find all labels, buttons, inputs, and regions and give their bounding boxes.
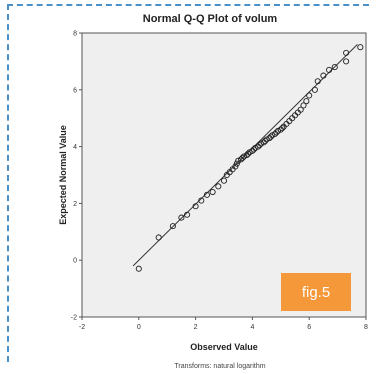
- data-point: [357, 44, 364, 51]
- data-point: [300, 102, 307, 109]
- data-point: [326, 66, 333, 73]
- data-point: [246, 149, 253, 156]
- data-point: [209, 188, 216, 196]
- y-tick-label: 0: [73, 258, 77, 265]
- data-point: [263, 136, 270, 143]
- data-point: [279, 125, 286, 132]
- data-point: [220, 177, 228, 184]
- data-point: [257, 140, 264, 147]
- x-tick-label: 8: [364, 324, 368, 331]
- y-axis-title: Expected Normal Value: [58, 125, 68, 225]
- y-tick-label: 8: [73, 31, 77, 38]
- data-point: [274, 127, 282, 135]
- chart-title: Normal Q-Q Plot of volum: [143, 13, 278, 25]
- x-tick-label: 2: [194, 324, 198, 331]
- data-point: [240, 153, 247, 160]
- x-tick-label: 6: [307, 324, 311, 331]
- figure-label-badge: fig.5: [281, 273, 351, 311]
- data-point: [262, 137, 269, 144]
- x-tick-label: -2: [79, 324, 85, 331]
- data-points: [135, 44, 364, 272]
- x-tick-label: 0: [137, 324, 141, 331]
- data-point: [269, 132, 276, 139]
- data-point: [232, 163, 239, 170]
- y-axis: -2 0 2 4 6 8: [71, 31, 82, 322]
- x-axis-title: Observed Value: [190, 342, 258, 352]
- y-tick-label: 2: [73, 201, 77, 208]
- y-tick-label: 4: [73, 144, 77, 151]
- figure-frame: [7, 4, 369, 362]
- data-point: [311, 86, 318, 93]
- data-point: [239, 154, 246, 162]
- x-tick-label: 4: [250, 324, 254, 331]
- data-point: [235, 157, 242, 164]
- data-point: [245, 150, 252, 157]
- footnote: Transforms: natural logarithm: [174, 363, 265, 370]
- data-point: [178, 214, 185, 221]
- data-point: [250, 146, 257, 153]
- data-point: [303, 98, 310, 105]
- data-point: [233, 160, 240, 167]
- y-tick-label: -2: [71, 315, 77, 322]
- data-point: [252, 144, 259, 152]
- data-point: [192, 203, 199, 210]
- data-point: [273, 129, 280, 136]
- data-point: [297, 106, 304, 113]
- data-point: [320, 72, 327, 79]
- data-point: [343, 49, 350, 56]
- data-point: [343, 58, 350, 65]
- data-point: [267, 133, 274, 140]
- data-point: [215, 183, 222, 190]
- y-tick-label: 6: [73, 87, 77, 94]
- data-point: [203, 191, 211, 198]
- data-point: [198, 197, 205, 204]
- data-point: [184, 211, 191, 218]
- data-point: [135, 265, 142, 272]
- data-point: [256, 142, 263, 149]
- data-point: [314, 78, 321, 85]
- data-point: [155, 234, 162, 241]
- data-point: [169, 223, 176, 230]
- data-point: [331, 64, 338, 71]
- x-axis: -2 0 2 4 6 8: [79, 317, 368, 331]
- data-point: [306, 92, 313, 99]
